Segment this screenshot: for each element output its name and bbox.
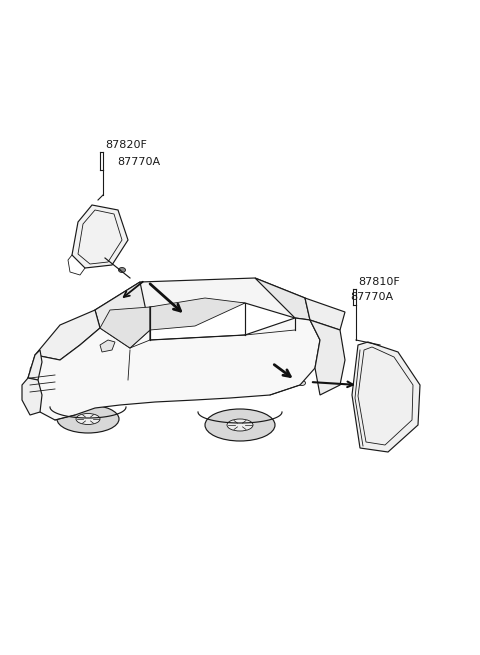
Polygon shape: [28, 318, 320, 420]
Ellipse shape: [329, 347, 341, 369]
Polygon shape: [100, 340, 115, 352]
Ellipse shape: [299, 381, 305, 386]
Text: 87770A: 87770A: [350, 292, 393, 302]
Polygon shape: [150, 298, 245, 330]
Polygon shape: [72, 205, 128, 268]
Polygon shape: [35, 310, 100, 360]
Polygon shape: [352, 342, 420, 452]
Ellipse shape: [57, 405, 119, 433]
Polygon shape: [100, 307, 150, 348]
Polygon shape: [255, 278, 310, 320]
Ellipse shape: [30, 363, 50, 373]
Text: 87820F: 87820F: [105, 140, 147, 150]
Polygon shape: [28, 350, 42, 380]
Polygon shape: [22, 378, 42, 415]
Ellipse shape: [119, 267, 125, 272]
Ellipse shape: [205, 409, 275, 441]
Ellipse shape: [76, 413, 100, 424]
Polygon shape: [305, 298, 345, 330]
Text: 87770A: 87770A: [117, 157, 160, 167]
Polygon shape: [95, 282, 150, 348]
Polygon shape: [310, 320, 345, 395]
Ellipse shape: [227, 419, 253, 431]
Text: 87810F: 87810F: [358, 277, 400, 287]
Polygon shape: [95, 278, 305, 328]
